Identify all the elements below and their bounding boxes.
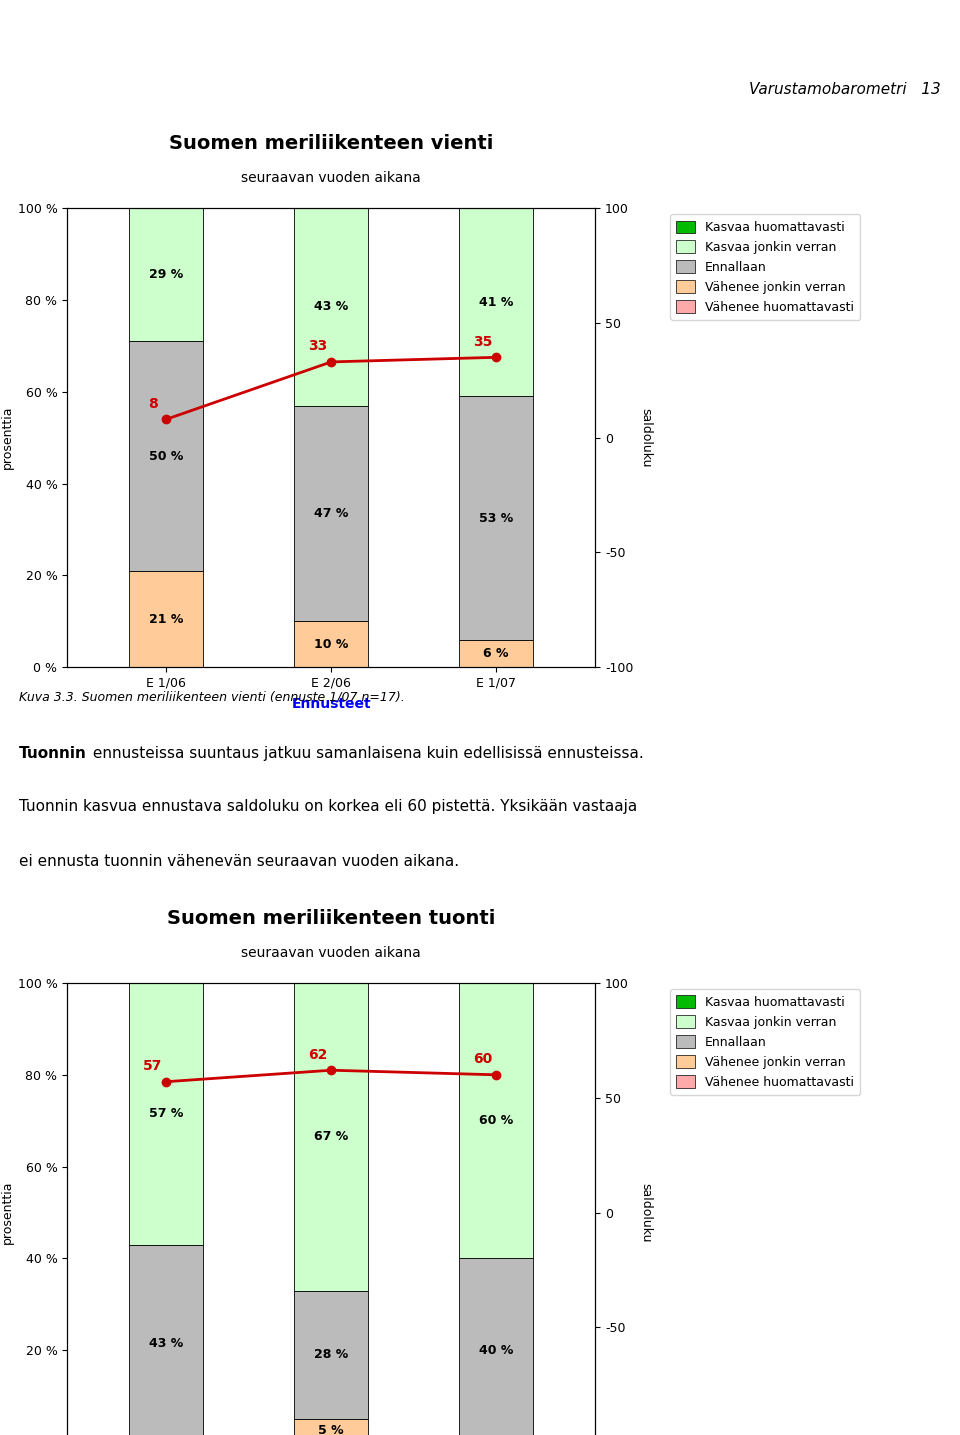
Text: 5 %: 5 % [319, 1424, 344, 1435]
Y-axis label: saldoluku: saldoluku [639, 1182, 653, 1243]
Text: Tuonnin: Tuonnin [19, 746, 87, 761]
Text: 21 %: 21 % [149, 613, 183, 626]
Bar [129, 983, 204, 1244]
Text: Kuva 3.3. Suomen meriliikenteen vienti (ennuste 1/07 n=17).: Kuva 3.3. Suomen meriliikenteen vienti (… [19, 690, 405, 703]
X-axis label: Ennusteet: Ennusteet [292, 697, 371, 710]
Bar [459, 208, 534, 396]
Text: 40 %: 40 % [479, 1343, 514, 1358]
Text: Suomen meriliikenteen vienti: Suomen meriliikenteen vienti [169, 133, 493, 154]
Text: 29 %: 29 % [149, 268, 183, 281]
Bar [129, 1244, 204, 1435]
Text: 62: 62 [308, 1048, 327, 1062]
Text: 50 %: 50 % [149, 449, 183, 462]
Bar [294, 1419, 369, 1435]
Text: 60 %: 60 % [479, 1114, 514, 1128]
Text: 8: 8 [148, 397, 157, 410]
Text: 53 %: 53 % [479, 511, 514, 525]
Text: Varustamobarometri   13: Varustamobarometri 13 [749, 82, 941, 98]
Bar [459, 640, 534, 667]
Y-axis label: prosenttia: prosenttia [0, 406, 13, 469]
Text: 41 %: 41 % [479, 296, 514, 309]
Text: ennusteissa suuntaus jatkuu samanlaisena kuin edellisissä ennusteissa.: ennusteissa suuntaus jatkuu samanlaisena… [88, 746, 644, 761]
Y-axis label: prosenttia: prosenttia [0, 1181, 13, 1244]
Y-axis label: saldoluku: saldoluku [639, 408, 653, 468]
Bar [294, 621, 369, 667]
Text: 28 %: 28 % [314, 1349, 348, 1362]
Bar [294, 983, 369, 1290]
Text: 47 %: 47 % [314, 507, 348, 519]
Text: seuraavan vuoden aikana: seuraavan vuoden aikana [241, 171, 421, 185]
Text: 6 %: 6 % [484, 647, 509, 660]
Bar [459, 1258, 534, 1435]
Bar [294, 406, 369, 621]
Legend: Kasvaa huomattavasti, Kasvaa jonkin verran, Ennallaan, Vähenee jonkin verran, Vä: Kasvaa huomattavasti, Kasvaa jonkin verr… [670, 989, 860, 1095]
Bar [459, 983, 534, 1258]
Text: ei ennusta tuonnin vähenevän seuraavan vuoden aikana.: ei ennusta tuonnin vähenevän seuraavan v… [19, 854, 459, 868]
Text: 10 %: 10 % [314, 637, 348, 651]
Text: 33: 33 [308, 340, 327, 353]
Text: 43 %: 43 % [314, 300, 348, 313]
Bar [129, 208, 204, 342]
Bar [294, 208, 369, 406]
Legend: Kasvaa huomattavasti, Kasvaa jonkin verran, Ennallaan, Vähenee jonkin verran, Vä: Kasvaa huomattavasti, Kasvaa jonkin verr… [670, 214, 860, 320]
Text: seuraavan vuoden aikana: seuraavan vuoden aikana [241, 946, 421, 960]
Text: Tuonnin kasvua ennustava saldoluku on korkea eli 60 pistettä. Yksikään vastaaja: Tuonnin kasvua ennustava saldoluku on ko… [19, 799, 637, 814]
Text: 60: 60 [473, 1052, 492, 1066]
Text: 67 %: 67 % [314, 1131, 348, 1144]
Bar [294, 1290, 369, 1419]
Bar [459, 396, 534, 640]
Bar [129, 571, 204, 667]
Text: Suomen meriliikenteen tuonti: Suomen meriliikenteen tuonti [167, 908, 495, 928]
Text: 57: 57 [143, 1059, 162, 1073]
Text: 57 %: 57 % [149, 1108, 183, 1121]
Bar [129, 342, 204, 571]
Text: 43 %: 43 % [149, 1337, 183, 1350]
Text: 35: 35 [473, 334, 492, 349]
